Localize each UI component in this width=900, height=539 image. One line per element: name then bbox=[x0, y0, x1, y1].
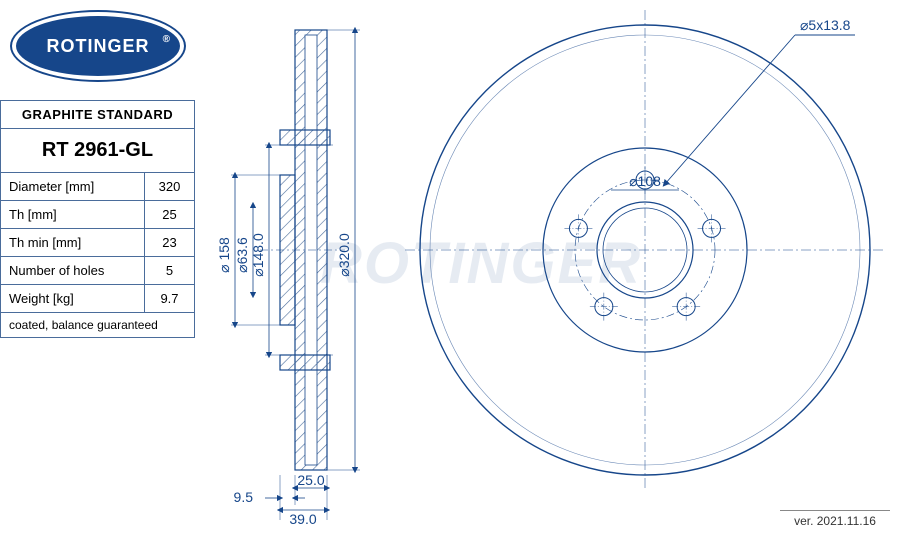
spec-label: Number of holes bbox=[1, 257, 145, 285]
table-row: Number of holes5 bbox=[1, 257, 195, 285]
brand-name: ROTINGER bbox=[46, 36, 149, 57]
dim-320: ⌀320.0 bbox=[336, 233, 352, 277]
spec-label: Th [mm] bbox=[1, 201, 145, 229]
dim-63: ⌀63.6 bbox=[234, 237, 250, 273]
dim-9-5: 9.5 bbox=[234, 489, 254, 505]
side-view: ⌀ 158 ⌀63.6 ⌀148.0 ⌀320.0 25.0 39.0 9.5 bbox=[216, 30, 360, 527]
table-row: Weight [kg]9.7 bbox=[1, 285, 195, 313]
spec-header: GRAPHITE STANDARD bbox=[1, 101, 195, 129]
table-row: Diameter [mm]320 bbox=[1, 173, 195, 201]
spec-label: Th min [mm] bbox=[1, 229, 145, 257]
spec-table: GRAPHITE STANDARD RT 2961-GL Diameter [m… bbox=[0, 100, 195, 338]
spec-footnote: coated, balance guaranteed bbox=[1, 313, 195, 338]
spec-value: 9.7 bbox=[145, 285, 195, 313]
dim-25: 25.0 bbox=[297, 472, 324, 488]
dim-bolt-pattern: ⌀5x13.8 bbox=[800, 17, 851, 33]
dim-pcd: ⌀108 bbox=[629, 173, 661, 189]
table-row: Th [mm]25 bbox=[1, 201, 195, 229]
dim-158: ⌀ 158 bbox=[216, 237, 232, 273]
spec-label: Weight [kg] bbox=[1, 285, 145, 313]
spec-label: Diameter [mm] bbox=[1, 173, 145, 201]
dim-39: 39.0 bbox=[289, 511, 316, 527]
spec-value: 25 bbox=[145, 201, 195, 229]
registered-mark: ® bbox=[163, 34, 171, 45]
spec-value: 23 bbox=[145, 229, 195, 257]
technical-drawing: ⌀ 158 ⌀63.6 ⌀148.0 ⌀320.0 25.0 39.0 9.5 bbox=[205, 0, 900, 534]
part-number: RT 2961-GL bbox=[1, 129, 195, 173]
dim-148: ⌀148.0 bbox=[250, 233, 266, 277]
table-row: Th min [mm]23 bbox=[1, 229, 195, 257]
spec-value: 320 bbox=[145, 173, 195, 201]
front-view: ⌀108 ⌀5x13.8 bbox=[405, 10, 885, 490]
brand-logo: ROTINGER ® bbox=[12, 12, 184, 80]
version-label: ver. 2021.11.16 bbox=[780, 510, 890, 528]
spec-value: 5 bbox=[145, 257, 195, 285]
